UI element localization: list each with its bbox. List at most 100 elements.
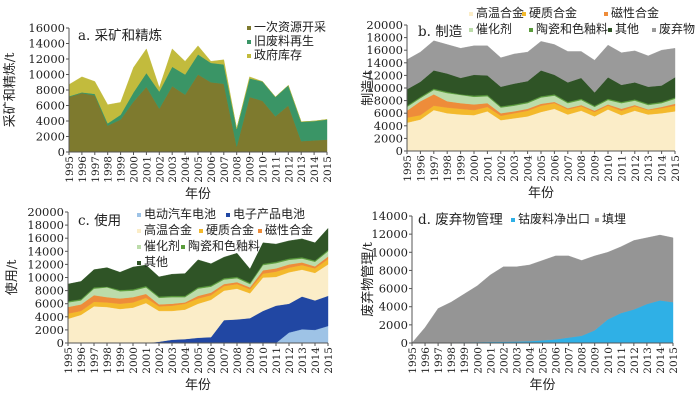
legend-swatch-icon [199, 229, 203, 233]
x-tick-label: 2001 [141, 347, 153, 374]
legend-swatch-icon [511, 218, 515, 222]
y-tick-label: 6000 [379, 282, 408, 296]
x-tick-label: 2012 [630, 155, 642, 182]
y-tick-label: 10000 [28, 68, 65, 82]
y-tick-label: 6000 [374, 106, 403, 120]
y-tick-label: 6000 [36, 99, 65, 113]
x-tick-label: 2003 [509, 155, 521, 182]
legend-entry: 催化剂 [469, 21, 512, 36]
legend-label: 钴废料净出口 [518, 211, 590, 226]
legend-entry: 陶瓷和色釉料 [529, 21, 608, 36]
legend-swatch-icon [137, 261, 141, 265]
chart-panel-b: 0200040006000800010000120001400016000180… [361, 5, 695, 201]
x-tick-label: 2015 [670, 155, 682, 182]
x-tick-label: 2000 [129, 156, 141, 183]
legend-swatch-icon [247, 54, 251, 58]
legend-label: 电子产品电池 [233, 207, 305, 221]
y-tick-label: 4000 [374, 119, 403, 133]
legend-swatch-icon [258, 229, 262, 233]
y-tick-label: 10000 [371, 245, 408, 259]
x-tick-label: 1998 [446, 347, 458, 374]
legend-label: 硬质合金 [206, 222, 254, 237]
x-tick-label: 1999 [459, 347, 471, 374]
x-tick-label: 2002 [498, 347, 510, 374]
x-tick-label: 2001 [482, 155, 494, 182]
y-tick-label: 18000 [366, 31, 403, 45]
x-tick-label: 2004 [523, 155, 535, 182]
x-tick-label: 2015 [322, 156, 334, 183]
x-tick-label: 2011 [616, 155, 628, 182]
y-tick-label: 12000 [366, 68, 403, 82]
x-tick-label: 2012 [629, 347, 641, 374]
legend-swatch-icon [226, 213, 230, 217]
legend-label: 陶瓷和色釉料 [536, 21, 608, 36]
x-tick-label: 2008 [232, 347, 244, 374]
y-tick-label: 14000 [28, 37, 65, 51]
x-tick-label: 2000 [128, 347, 140, 374]
y-axis-title: 制造/t [361, 69, 376, 105]
x-tick-label: 2009 [245, 347, 257, 374]
x-tick-label: 2000 [469, 155, 481, 182]
x-tick-label: 2005 [193, 156, 205, 183]
x-tick-label: 2006 [206, 347, 218, 374]
legend-entry: 其他 [608, 22, 639, 36]
x-tick-label: 2012 [284, 347, 296, 374]
x-tick-label: 1998 [102, 347, 114, 374]
legend-label: 磁性合金 [265, 222, 313, 237]
x-tick-label: 2014 [310, 347, 322, 374]
x-tick-label: 2003 [167, 156, 179, 183]
legend-label: 电动汽车电池 [144, 206, 216, 221]
y-tick-label: 2000 [36, 130, 65, 144]
x-tick-label: 2014 [309, 156, 321, 183]
y-tick-label: 4000 [36, 114, 65, 128]
legend-label: 政府库存 [254, 47, 302, 62]
x-tick-label: 2011 [271, 347, 283, 374]
x-tick-label: 2007 [564, 347, 576, 374]
y-tick-label: 0 [401, 336, 408, 350]
legend-label: 磁性合金 [611, 5, 659, 20]
y-tick-label: 16000 [27, 231, 64, 245]
x-axis-title: 年份 [185, 187, 211, 202]
panel-title: a. 采矿和精炼 [78, 28, 162, 44]
y-tick-label: 18000 [27, 218, 64, 232]
legend-label: 填埋 [602, 212, 626, 226]
area-series-6 [406, 40, 676, 93]
x-tick-label: 1996 [420, 347, 432, 374]
x-tick-label: 1995 [63, 347, 75, 374]
legend-swatch-icon [522, 12, 526, 16]
legend-swatch-icon [652, 28, 656, 32]
x-tick-label: 1995 [402, 155, 414, 182]
x-tick-label: 2010 [603, 155, 615, 182]
x-axis-title: 年份 [528, 186, 554, 201]
x-tick-label: 2004 [524, 347, 536, 374]
legend-swatch-icon [137, 229, 141, 233]
x-tick-label: 2001 [485, 347, 497, 374]
x-tick-label: 2015 [668, 347, 680, 374]
chart-panel-d: 0 2000 4000 6000 8000 10000 12000 14000 1995 1996… [360, 209, 680, 393]
y-tick-label: 16000 [28, 21, 65, 35]
x-tick-label: 2013 [296, 156, 308, 183]
y-tick-label: 20000 [27, 205, 64, 219]
y-tick-label: 4000 [379, 300, 408, 314]
x-tick-label: 2010 [258, 347, 270, 374]
legend-swatch-icon [247, 40, 251, 44]
y-tick-label: 4000 [35, 310, 64, 324]
y-tick-label: 0 [396, 144, 403, 158]
legend-entry: 催化剂 [137, 238, 180, 253]
y-tick-label: 10000 [27, 271, 64, 285]
area-series-7 [67, 227, 329, 302]
x-tick-label: 1996 [76, 347, 88, 374]
x-tick-label: 2015 [323, 347, 335, 374]
x-tick-label: 2014 [655, 347, 667, 374]
x-tick-label: 2012 [283, 156, 295, 183]
x-tick-label: 2002 [496, 155, 508, 182]
x-tick-label: 1995 [407, 347, 419, 374]
x-tick-label: 1999 [115, 347, 127, 374]
y-tick-label: 14000 [27, 244, 64, 258]
legend-label: 旧废料再生 [254, 33, 314, 48]
x-tick-label: 2006 [551, 347, 563, 374]
x-tick-label: 2011 [616, 347, 628, 374]
x-tick-label: 2013 [643, 155, 655, 182]
legend-entry: 一次资源开采 [247, 20, 326, 34]
